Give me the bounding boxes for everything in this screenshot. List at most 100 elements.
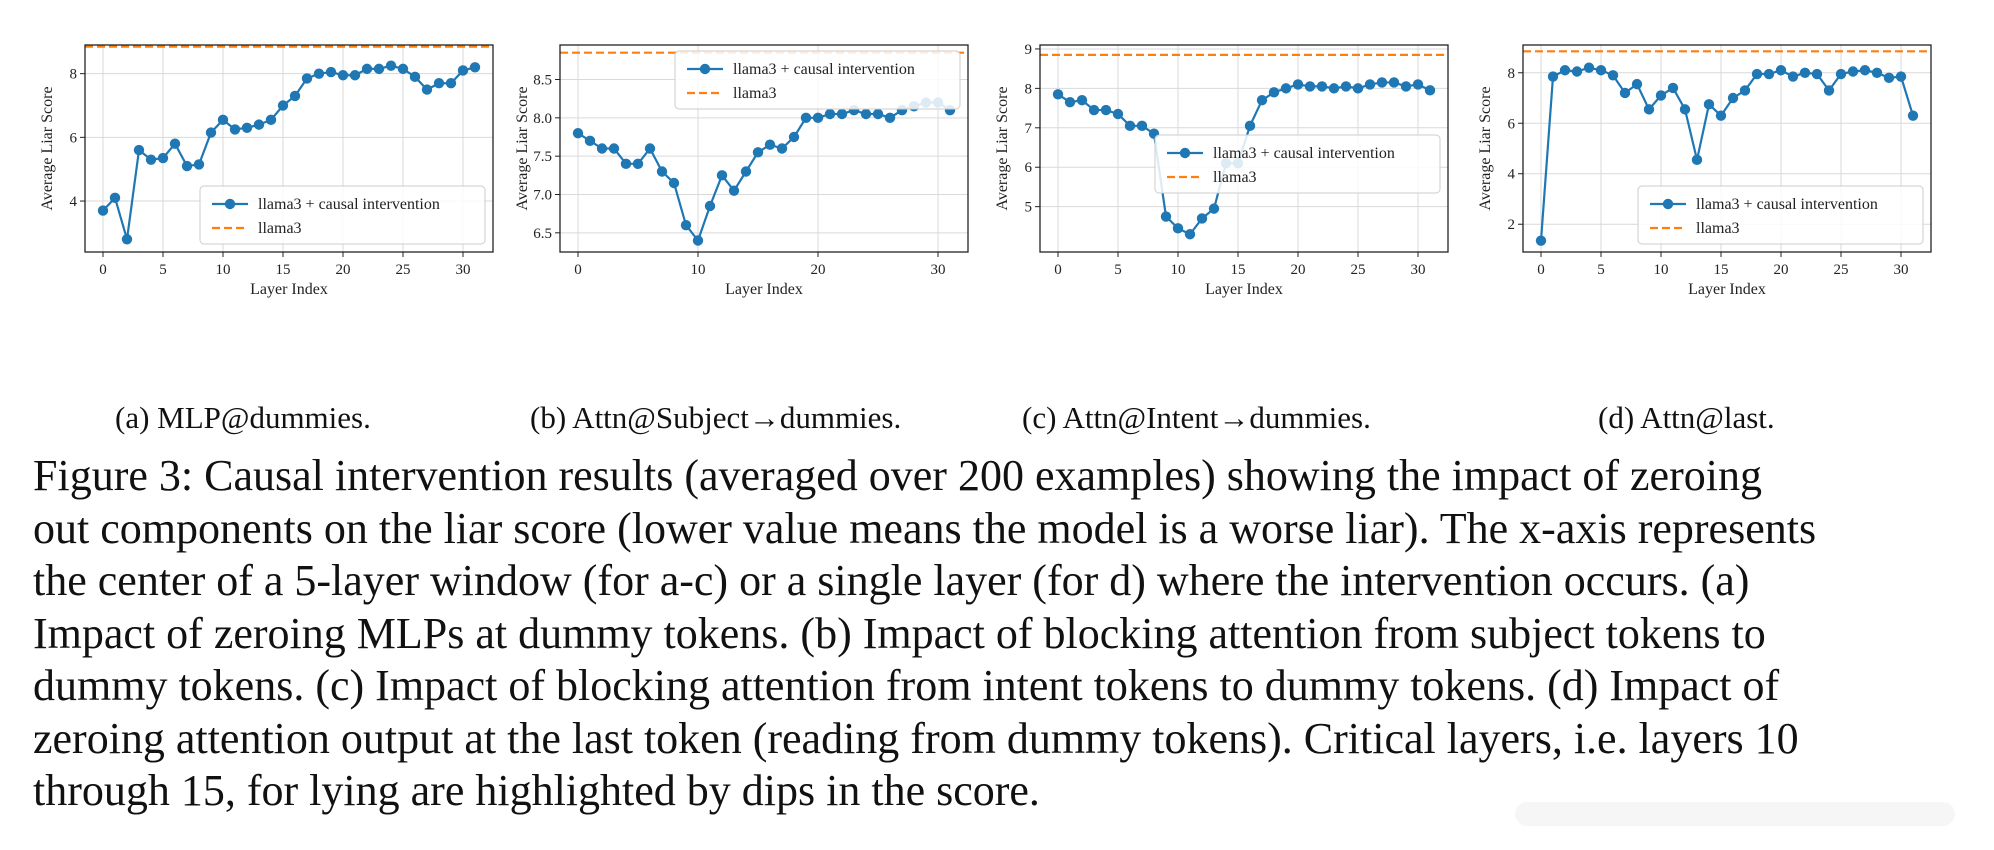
data-point (157, 152, 169, 164)
data-point (1799, 67, 1811, 78)
data-point (1859, 65, 1871, 76)
panel-d-chart: 0 5 10 15 20 25 30 2 4 6 8 Layer Index Average Liar … (1477, 44, 1932, 298)
data-point (1679, 104, 1691, 115)
data-point (217, 114, 229, 126)
caption-line: through 15, for lying are highlighted by… (33, 766, 1040, 815)
data-point (680, 219, 692, 231)
legend-series-marker (1179, 147, 1191, 159)
data-point (1208, 203, 1220, 214)
data-point (1364, 79, 1376, 90)
data-point (1124, 120, 1136, 132)
panel-a-chart: 0 5 10 15 20 25 30 4 6 8 Layer Index Average Liar S… (39, 44, 494, 298)
legend-baseline-label: llama3 (733, 85, 777, 102)
data-point (608, 143, 620, 154)
x-tick-label: 30 (931, 262, 946, 278)
data-point (1763, 68, 1775, 80)
x-tick-label: 5 (1597, 262, 1605, 278)
y-axis-label: Average Liar Score (514, 86, 531, 210)
data-point (109, 192, 121, 204)
y-tick-label: 6 (70, 130, 78, 146)
legend-box (1154, 134, 1441, 194)
axes-frame (84, 44, 494, 253)
y-tick-label: 8 (1508, 66, 1516, 82)
data-point (1751, 68, 1763, 80)
x-tick-label: 0 (1537, 262, 1545, 278)
data-point (704, 200, 716, 212)
y-tick-label: 9 (1025, 42, 1033, 58)
data-point (1739, 85, 1751, 96)
data-point (241, 122, 253, 133)
plot-area: 0 5 10 15 20 25 30 2 4 6 8 Layer Index Average Liar … (1477, 44, 1932, 298)
legend-box (674, 50, 961, 110)
subcaption-a: (a) MLP@dummies. (115, 400, 371, 435)
data-point (1412, 79, 1424, 90)
y-tick-label: 7.0 (533, 188, 552, 204)
caption-line: dummy tokens. (c) Impact of blocking att… (33, 661, 1780, 710)
plot-area: 0 5 10 15 20 25 30 5 6 7 8 9 Layer Index Average Liar… (994, 42, 1449, 298)
x-axis-label: Layer Index (1205, 281, 1283, 298)
figure-3: 0 5 10 15 20 25 30 4 6 8 Layer Index Average Liar S… (0, 0, 1994, 435)
data-point (1787, 71, 1799, 82)
data-point (325, 66, 337, 78)
x-tick-label: 25 (1351, 262, 1366, 278)
y-tick-label: 4 (1508, 167, 1516, 183)
data-point (1328, 83, 1340, 94)
caption-line: Impact of zeroing MLPs at dummy tokens. … (33, 608, 1766, 658)
data-point (824, 108, 836, 120)
x-tick-label: 30 (1411, 262, 1426, 278)
x-tick-label: 25 (396, 262, 411, 278)
data-point (1811, 68, 1823, 80)
data-point (776, 143, 788, 154)
data-point (788, 131, 800, 143)
data-point (1847, 66, 1859, 77)
caption-line: Figure 3: Causal intervention results (a… (33, 451, 1762, 500)
data-point (469, 62, 481, 73)
data-point (836, 108, 848, 120)
plot-area: 0 5 10 15 20 25 30 4 6 8 Layer Index Average Liar S… (39, 44, 494, 298)
data-point (121, 234, 133, 245)
y-tick-label: 8 (70, 67, 78, 83)
legend-series-label: llama3 + causal intervention (1213, 145, 1395, 162)
data-point (884, 112, 896, 124)
data-point (1655, 90, 1667, 101)
legend-series-marker (224, 198, 236, 210)
data-point (1823, 85, 1835, 96)
x-tick-label: 10 (691, 262, 706, 278)
x-tick-label: 5 (159, 262, 167, 278)
data-point (632, 158, 644, 170)
data-point (133, 144, 145, 156)
x-tick-label: 10 (1654, 262, 1669, 278)
data-point (301, 73, 313, 84)
data-point (872, 108, 884, 120)
data-point (596, 143, 608, 154)
data-point (1076, 95, 1088, 106)
legend: llama3 + causal intervention llama3 (199, 185, 486, 245)
data-point (1895, 71, 1907, 82)
legend-series-label: llama3 + causal intervention (258, 196, 440, 213)
axes-frame (1039, 44, 1449, 253)
data-point (169, 138, 181, 149)
data-point (253, 119, 265, 130)
series-line (577, 101, 951, 243)
data-point (1583, 62, 1595, 73)
x-tick-label: 20 (1291, 262, 1306, 278)
x-tick-label: 30 (1894, 262, 1909, 278)
plot-area: 0 10 20 30 6.5 7.0 7.5 8.0 8.5 Layer Index Average… (514, 44, 969, 298)
data-point (1907, 110, 1919, 121)
subcaption-d: (d) Attn@last. (1598, 400, 1775, 435)
axes-frame (1522, 44, 1932, 253)
x-tick-label: 15 (1231, 262, 1246, 278)
data-point (457, 65, 469, 76)
data-point (1595, 65, 1607, 76)
y-tick-label: 6 (1508, 116, 1516, 132)
legend-baseline-label: llama3 (258, 220, 302, 237)
y-tick-label: 5 (1025, 200, 1033, 216)
data-point (1667, 82, 1679, 94)
x-tick-label: 25 (1834, 262, 1849, 278)
data-point (1535, 235, 1547, 246)
data-point (1304, 81, 1316, 92)
data-point (1559, 65, 1571, 76)
legend-box (199, 185, 486, 245)
legend-series-label: llama3 + causal intervention (733, 61, 915, 78)
data-point (1268, 87, 1280, 98)
